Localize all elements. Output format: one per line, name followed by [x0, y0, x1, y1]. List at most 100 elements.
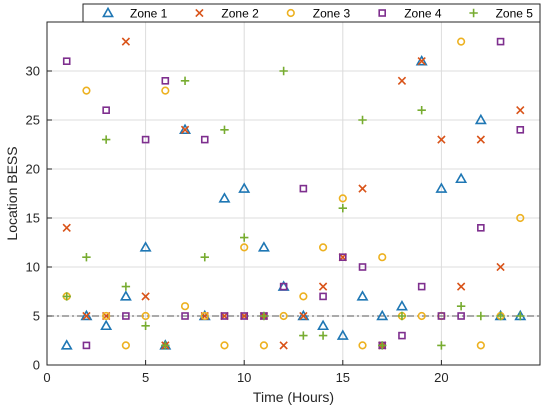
data-point — [220, 312, 229, 320]
data-point — [455, 172, 468, 184]
data-point — [496, 311, 505, 321]
data-point — [317, 319, 330, 331]
legend-marker — [469, 8, 478, 18]
data-point — [476, 311, 486, 321]
data-point — [474, 113, 487, 125]
data-point — [417, 282, 426, 291]
data-point — [299, 311, 308, 321]
data-point — [319, 292, 327, 301]
y-tick-label: 0 — [33, 358, 40, 373]
data-point — [82, 253, 91, 262]
data-point — [456, 282, 466, 291]
data-point — [318, 282, 328, 291]
legend-marker — [286, 8, 295, 18]
legend-entry: Zone 5 — [496, 7, 534, 21]
data-point — [338, 204, 347, 213]
legend-entry: Zone 4 — [404, 7, 442, 21]
y-tick-label: 10 — [26, 260, 40, 275]
data-point — [516, 126, 525, 134]
data-point — [299, 184, 308, 193]
data-point — [80, 309, 93, 321]
data-point — [358, 115, 367, 125]
legend: Zone 1 Zone 2 Zone 3 Zone 4 Zone 5 — [82, 3, 541, 23]
data-point — [279, 311, 288, 321]
data-point — [259, 311, 269, 321]
data-point — [378, 341, 387, 350]
data-point — [141, 292, 150, 301]
data-point — [516, 213, 525, 223]
data-point — [356, 290, 369, 301]
data-point — [338, 253, 347, 261]
data-point — [318, 243, 328, 252]
data-point — [476, 135, 486, 144]
x-tick-label: 5 — [142, 370, 149, 385]
data-point — [240, 233, 249, 242]
data-point — [376, 309, 389, 321]
data-point — [161, 77, 170, 85]
series-1 — [60, 54, 527, 350]
data-point — [437, 341, 446, 350]
data-point — [102, 106, 110, 114]
data-point — [477, 224, 485, 232]
data-point — [437, 135, 446, 144]
x-tick-label: 0 — [43, 370, 50, 385]
data-point — [516, 106, 525, 115]
legend-entry: Zone 2 — [221, 7, 259, 21]
data-point — [102, 311, 111, 321]
data-point — [395, 299, 408, 311]
data-point — [437, 312, 446, 320]
data-point — [200, 253, 209, 262]
data-point — [179, 123, 192, 135]
data-point — [336, 329, 349, 340]
legend-marker — [195, 8, 204, 18]
data-point — [516, 311, 525, 321]
data-point — [82, 311, 91, 321]
grid-lines — [47, 22, 540, 365]
data-point — [457, 37, 466, 46]
data-point — [220, 125, 229, 134]
data-point — [121, 37, 131, 46]
legend-marker — [102, 6, 114, 18]
data-point — [417, 311, 426, 321]
data-point — [141, 135, 150, 144]
legend-entry: Zone 1 — [130, 7, 168, 21]
data-point — [398, 331, 406, 340]
data-point — [101, 135, 111, 144]
data-point — [279, 66, 288, 76]
y-tick-label: 5 — [33, 309, 40, 324]
data-point — [397, 311, 407, 321]
data-point — [338, 194, 347, 203]
data-point — [240, 243, 249, 252]
data-point — [139, 241, 152, 252]
data-point — [240, 312, 248, 320]
data-point — [82, 86, 91, 95]
legend-entry: Zone 3 — [313, 7, 351, 21]
data-point — [180, 125, 190, 134]
x-tick-label: 15 — [336, 370, 350, 385]
data-point — [259, 341, 269, 350]
data-point — [417, 106, 426, 115]
data-point — [161, 341, 170, 350]
data-point — [122, 312, 130, 320]
data-point — [476, 341, 485, 350]
data-point — [358, 263, 367, 271]
data-point — [220, 341, 229, 350]
y-tick-label: 20 — [26, 162, 40, 177]
data-point — [62, 223, 71, 232]
series-4 — [62, 37, 525, 350]
y-tick-label: 25 — [26, 113, 40, 128]
data-point — [299, 292, 308, 301]
data-point — [397, 76, 407, 85]
data-point — [457, 312, 465, 320]
data-point — [496, 262, 505, 272]
data-point — [181, 312, 189, 320]
x-tick-label: 20 — [434, 370, 448, 385]
data-point — [200, 311, 209, 321]
legend-marker — [378, 9, 387, 17]
data-point — [180, 302, 190, 311]
data-point — [318, 331, 328, 340]
data-point — [180, 76, 190, 85]
data-point — [141, 311, 150, 321]
data-point — [257, 241, 270, 252]
